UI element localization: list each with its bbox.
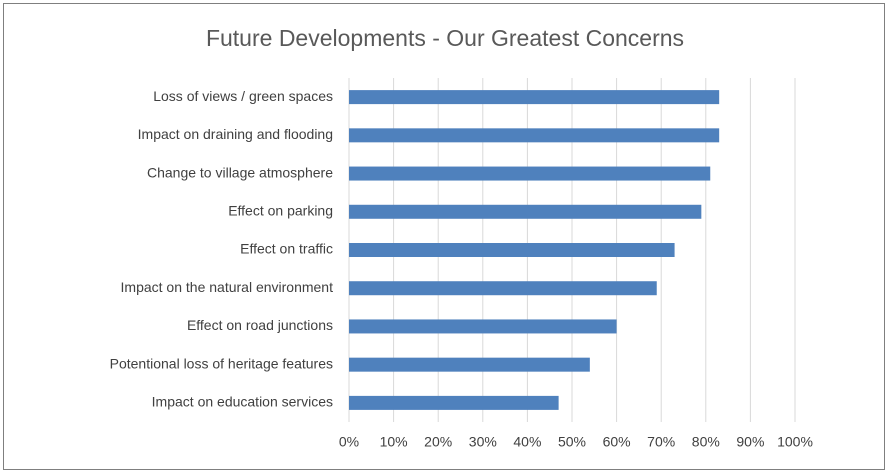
bar xyxy=(349,319,617,334)
x-tick-label: 10% xyxy=(380,434,408,450)
x-tick-label: 50% xyxy=(558,434,586,450)
chart-border xyxy=(3,3,885,470)
category-label: Effect on traffic xyxy=(240,241,333,257)
x-tick-label: 70% xyxy=(647,434,675,450)
x-tick-label: 30% xyxy=(469,434,497,450)
category-label: Change to village atmosphere xyxy=(147,164,333,180)
chart-title: Future Developments - Our Greatest Conce… xyxy=(206,25,684,51)
bar xyxy=(349,243,675,257)
category-label: Effect on road junctions xyxy=(187,317,333,333)
bar xyxy=(349,90,720,105)
category-label: Impact on the natural environment xyxy=(121,279,334,295)
bar xyxy=(349,395,559,410)
x-tick-label: 0% xyxy=(339,434,359,450)
x-tick-label: 80% xyxy=(692,434,720,450)
x-tick-label: 40% xyxy=(513,434,541,450)
bar xyxy=(349,357,590,372)
x-tick-label: 90% xyxy=(736,434,764,450)
x-tick-label: 100% xyxy=(777,434,813,450)
category-label: Loss of views / green spaces xyxy=(153,88,333,104)
bar xyxy=(349,204,702,219)
category-label: Impact on draining and flooding xyxy=(138,126,333,142)
bar xyxy=(349,281,657,296)
category-label: Potentional loss of heritage features xyxy=(110,355,333,371)
category-label: Effect on parking xyxy=(228,202,333,218)
category-label: Impact on education services xyxy=(152,394,333,410)
bar xyxy=(349,166,711,181)
bar xyxy=(349,128,720,143)
x-tick-label: 60% xyxy=(603,434,631,450)
x-tick-label: 20% xyxy=(424,434,452,450)
